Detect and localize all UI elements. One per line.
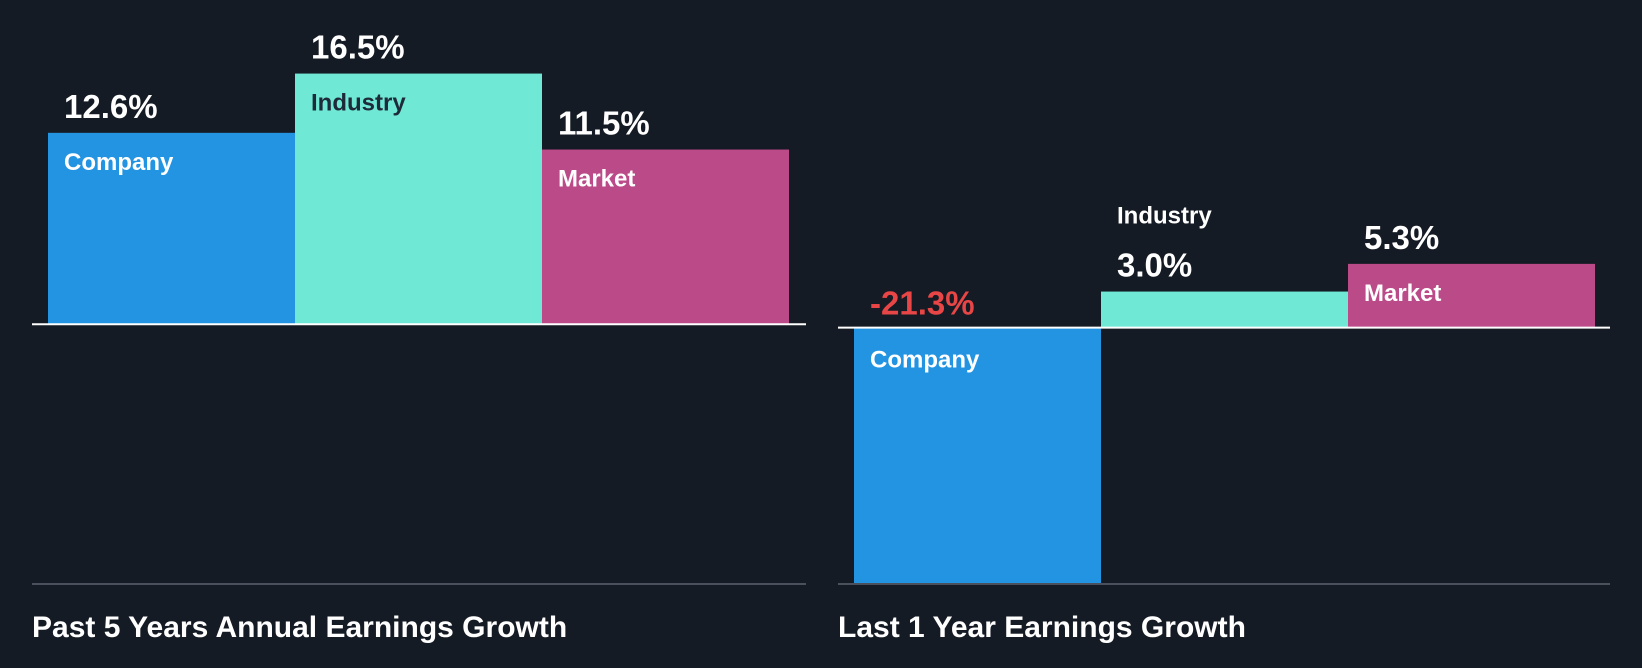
company-label: Company (64, 149, 174, 176)
industry-label: Industry (1117, 203, 1212, 230)
past-5-years-panel: Past 5 Years Annual Earnings Growth Comp… (32, 29, 806, 644)
industry-value-label: 16.5% (311, 29, 405, 66)
industry-label: Industry (311, 90, 406, 117)
chart-title: Past 5 Years Annual Earnings Growth (32, 611, 567, 644)
company-bar (48, 132, 295, 325)
industry-value-label: 3.0% (1117, 247, 1192, 284)
chart-title: Last 1 Year Earnings Growth (838, 611, 1246, 644)
market-label: Market (1364, 280, 1441, 307)
market-bar (1348, 263, 1595, 328)
market-value-label: 11.5% (558, 105, 650, 142)
market-bar (542, 149, 789, 325)
company-label: Company (870, 347, 980, 374)
industry-bar (1101, 291, 1348, 328)
market-value-label: 5.3% (1364, 219, 1439, 256)
industry-bar (295, 73, 542, 325)
company-value-label: 12.6% (64, 88, 158, 125)
company-value-label: -21.3% (870, 285, 975, 322)
last-1-year-panel: Last 1 Year Earnings Growth Company -21.3… (838, 203, 1610, 644)
market-label: Market (558, 166, 635, 193)
company-bar (854, 327, 1101, 584)
